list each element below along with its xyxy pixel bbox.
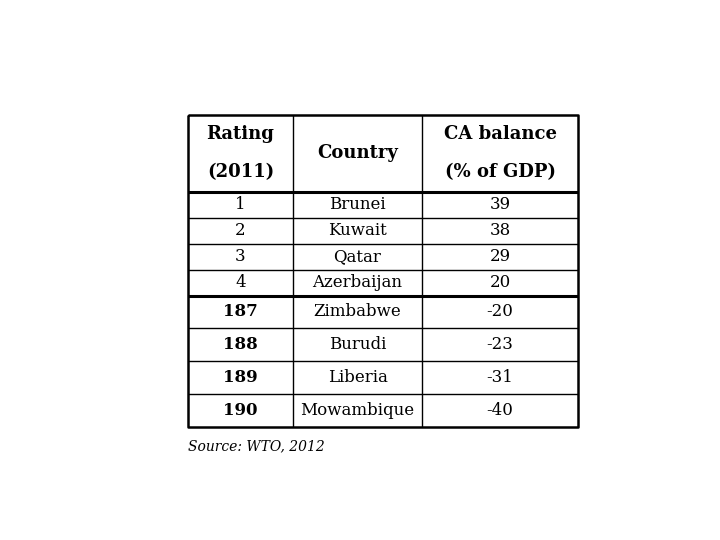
- Text: -23: -23: [487, 336, 513, 353]
- Text: CA balance: CA balance: [444, 125, 557, 144]
- Text: 190: 190: [223, 402, 258, 418]
- Text: 188: 188: [223, 336, 258, 353]
- Text: 29: 29: [490, 248, 510, 265]
- Text: 39: 39: [490, 196, 510, 213]
- Text: 20: 20: [490, 274, 510, 291]
- Text: (2011): (2011): [207, 163, 274, 181]
- Text: 1: 1: [235, 196, 246, 213]
- Text: 187: 187: [223, 303, 258, 320]
- Text: Liberia: Liberia: [328, 369, 387, 386]
- Text: -20: -20: [487, 303, 513, 320]
- Text: -31: -31: [487, 369, 513, 386]
- Text: Rating: Rating: [207, 125, 274, 144]
- Text: Kuwait: Kuwait: [328, 222, 387, 239]
- Text: 2: 2: [235, 222, 246, 239]
- Text: Qatar: Qatar: [333, 248, 382, 265]
- Text: Source: WTO, 2012: Source: WTO, 2012: [188, 439, 325, 453]
- Text: 189: 189: [223, 369, 258, 386]
- Text: Mowambique: Mowambique: [300, 402, 415, 418]
- Text: Burudi: Burudi: [329, 336, 386, 353]
- Text: 38: 38: [490, 222, 510, 239]
- Text: Zimbabwe: Zimbabwe: [314, 303, 402, 320]
- Text: Country: Country: [317, 144, 398, 162]
- Text: Brunei: Brunei: [329, 196, 386, 213]
- Text: 3: 3: [235, 248, 246, 265]
- Text: 4: 4: [235, 274, 246, 291]
- Text: -40: -40: [487, 402, 513, 418]
- Text: (% of GDP): (% of GDP): [445, 163, 556, 181]
- Text: Azerbaijan: Azerbaijan: [312, 274, 402, 291]
